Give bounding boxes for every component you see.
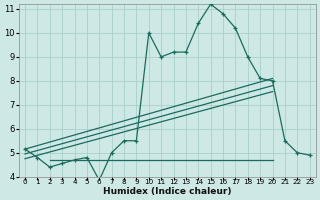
X-axis label: Humidex (Indice chaleur): Humidex (Indice chaleur) <box>103 187 232 196</box>
